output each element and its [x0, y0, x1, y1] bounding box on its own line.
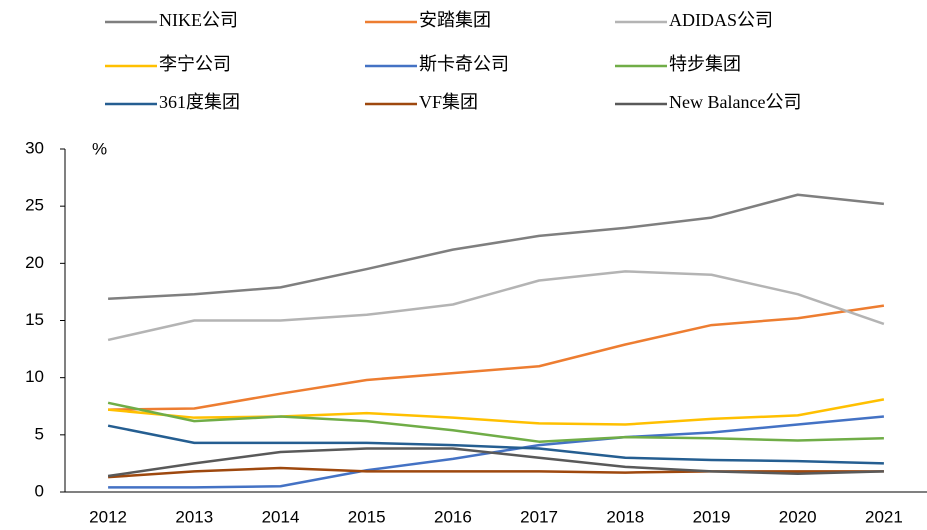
- y-tick-label: 20: [25, 253, 44, 272]
- x-tick-label: 2013: [175, 507, 213, 526]
- legend-label: 361度集团: [159, 92, 240, 112]
- x-tick-label: 2019: [693, 507, 731, 526]
- legend-label: NIKE公司: [159, 10, 238, 30]
- legend-label: 特步集团: [669, 54, 741, 74]
- x-tick-label: 2014: [262, 507, 300, 526]
- legend-label: 李宁公司: [159, 54, 231, 74]
- y-unit-label: %: [92, 139, 107, 158]
- line-series: [107, 447, 884, 478]
- legend-label: New Balance公司: [669, 92, 801, 112]
- x-tick-label: 2021: [865, 507, 903, 526]
- y-tick-label: 30: [25, 138, 44, 157]
- legend-label: 安踏集团: [419, 10, 491, 30]
- legend-label: ADIDAS公司: [669, 10, 773, 30]
- x-tick-label: 2020: [779, 507, 817, 526]
- y-tick-label: 0: [35, 481, 44, 500]
- legend-label: 斯卡奇公司: [419, 54, 509, 74]
- x-tick-label: 2012: [89, 507, 127, 526]
- line-series: [108, 193, 885, 301]
- y-tick-label: 25: [25, 196, 44, 215]
- legend-label: VF集团: [419, 92, 478, 112]
- y-tick-label: 10: [25, 367, 44, 386]
- x-tick-label: 2016: [434, 507, 472, 526]
- y-tick-label: 5: [35, 424, 44, 443]
- line-series: [107, 398, 885, 426]
- line-series: [107, 401, 884, 443]
- x-tick-label: 2018: [606, 507, 644, 526]
- x-tick-label: 2015: [348, 507, 386, 526]
- y-tick-label: 15: [25, 310, 44, 329]
- line-series: [108, 304, 885, 411]
- x-tick-label: 2017: [520, 507, 558, 526]
- line-series: [107, 424, 884, 465]
- line-series: [107, 270, 885, 342]
